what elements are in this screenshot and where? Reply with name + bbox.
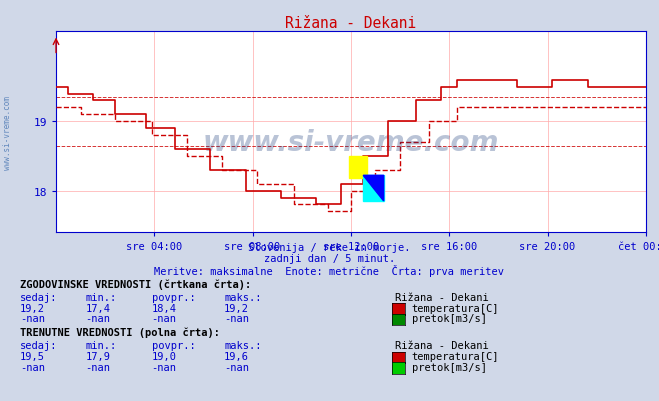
Title: Rižana - Dekani: Rižana - Dekani (285, 16, 416, 31)
Text: 19,6: 19,6 (224, 351, 249, 361)
Text: 17,4: 17,4 (86, 303, 111, 313)
Text: zadnji dan / 5 minut.: zadnji dan / 5 minut. (264, 253, 395, 263)
Text: sedaj:: sedaj: (20, 292, 57, 302)
Text: ZGODOVINSKE VREDNOSTI (črtkana črta):: ZGODOVINSKE VREDNOSTI (črtkana črta): (20, 279, 251, 289)
Text: 17,9: 17,9 (86, 351, 111, 361)
Text: 19,5: 19,5 (20, 351, 45, 361)
Text: pretok[m3/s]: pretok[m3/s] (412, 314, 487, 324)
Text: Slovenija / reke in morje.: Slovenija / reke in morje. (248, 243, 411, 253)
Text: maks.:: maks.: (224, 340, 262, 350)
Bar (363, 175, 384, 201)
Text: 19,2: 19,2 (20, 303, 45, 313)
Text: Rižana - Dekani: Rižana - Dekani (395, 340, 489, 350)
Text: 18,4: 18,4 (152, 303, 177, 313)
Text: maks.:: maks.: (224, 292, 262, 302)
Text: -nan: -nan (20, 314, 45, 324)
Text: www.si-vreme.com: www.si-vreme.com (203, 128, 499, 156)
Text: -nan: -nan (224, 362, 249, 372)
Text: www.si-vreme.com: www.si-vreme.com (3, 95, 13, 169)
Text: -nan: -nan (152, 362, 177, 372)
Text: temperatura[C]: temperatura[C] (412, 351, 500, 361)
Text: povpr.:: povpr.: (152, 340, 195, 350)
Bar (349, 156, 367, 179)
Text: Rižana - Dekani: Rižana - Dekani (395, 292, 489, 302)
Text: -nan: -nan (86, 314, 111, 324)
Text: 19,2: 19,2 (224, 303, 249, 313)
Text: min.:: min.: (86, 340, 117, 350)
Text: temperatura[C]: temperatura[C] (412, 303, 500, 313)
Text: -nan: -nan (86, 362, 111, 372)
Text: povpr.:: povpr.: (152, 292, 195, 302)
Text: 19,0: 19,0 (152, 351, 177, 361)
Polygon shape (363, 176, 384, 201)
Text: sedaj:: sedaj: (20, 340, 57, 350)
Text: -nan: -nan (152, 314, 177, 324)
Text: pretok[m3/s]: pretok[m3/s] (412, 362, 487, 372)
Text: -nan: -nan (20, 362, 45, 372)
Text: TRENUTNE VREDNOSTI (polna črta):: TRENUTNE VREDNOSTI (polna črta): (20, 327, 219, 337)
Text: min.:: min.: (86, 292, 117, 302)
Text: -nan: -nan (224, 314, 249, 324)
Text: Meritve: maksimalne  Enote: metrične  Črta: prva meritev: Meritve: maksimalne Enote: metrične Črta… (154, 264, 505, 276)
